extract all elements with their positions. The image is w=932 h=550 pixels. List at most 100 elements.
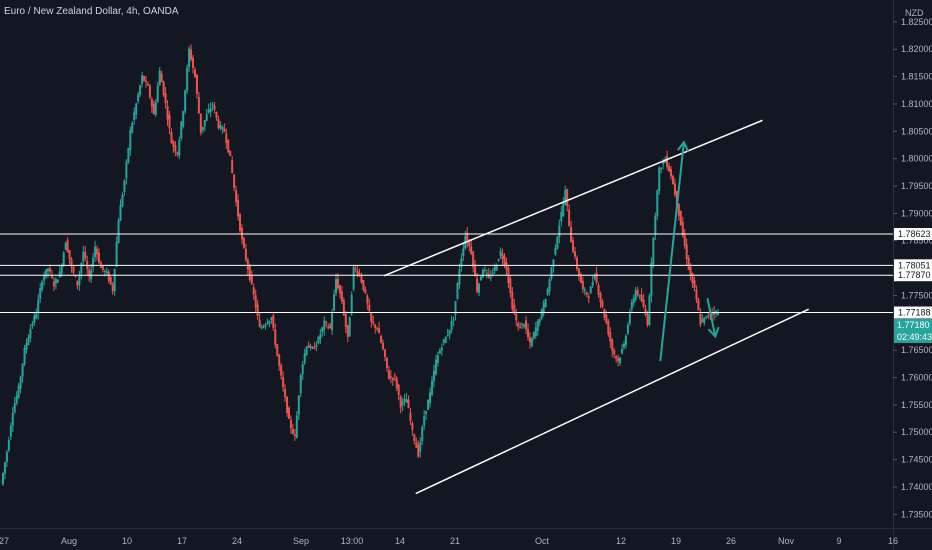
candle-body [297, 395, 300, 415]
candle-body [619, 357, 622, 364]
candle-body [540, 309, 543, 319]
candle-body [160, 73, 163, 83]
candle-body [448, 329, 451, 335]
level-price-label: 1.78623 [898, 229, 931, 239]
candle-body [670, 168, 673, 177]
candle-body [111, 284, 114, 292]
candle-body [646, 315, 649, 326]
candle-body [438, 350, 441, 354]
candle-body [695, 289, 698, 300]
candle-body [431, 380, 434, 395]
candle-body [242, 238, 245, 248]
candle-body [201, 126, 204, 131]
arrow-up-shaft [659, 142, 685, 362]
candle-body [94, 246, 97, 258]
candle-body [413, 434, 416, 442]
y-tick-label: 1.80500 [901, 126, 932, 136]
candle-body [387, 370, 390, 379]
candle-body [174, 145, 177, 152]
candle-body [141, 75, 144, 84]
candle-body [368, 304, 371, 312]
candle-body [321, 327, 324, 333]
candle-body [244, 248, 247, 261]
candle-body [139, 85, 142, 95]
candle-body [615, 356, 618, 359]
candle-body [421, 426, 424, 442]
candle-body [579, 274, 582, 284]
candle-body [450, 321, 453, 330]
candle-body [23, 348, 26, 365]
candle-body [519, 326, 522, 329]
candle-body [197, 97, 200, 114]
candle-body [380, 336, 383, 343]
candle-body [374, 324, 377, 328]
candle-body [607, 321, 610, 334]
candle-body [21, 363, 24, 377]
level-price-label: 1.78051 [898, 260, 931, 270]
candle-body [591, 281, 594, 286]
candle-body [601, 301, 604, 307]
candle-body [689, 267, 692, 275]
candle-body [346, 325, 349, 337]
candle-body [370, 312, 373, 322]
candle-body [691, 273, 694, 284]
candle-body [107, 271, 110, 281]
x-tick-label: Sep [293, 536, 309, 546]
candle-body [432, 370, 435, 382]
candle-body [711, 312, 714, 314]
candle-body [84, 251, 87, 259]
candle-body [342, 300, 345, 316]
x-tick-label: 17 [177, 536, 187, 546]
candle-body [131, 123, 134, 133]
candle-body [429, 392, 432, 404]
channel-upper-line [383, 119, 763, 277]
candle-body [671, 176, 674, 185]
candle-body [378, 328, 381, 334]
candle-body [258, 319, 261, 327]
x-tick-label: 24 [232, 536, 242, 546]
candle-body [117, 220, 120, 244]
candle-body [82, 251, 85, 262]
candle-body [50, 275, 53, 278]
candle-body [133, 112, 136, 120]
candle-body [521, 323, 524, 325]
candle-body [311, 347, 314, 349]
candle-body [340, 291, 343, 302]
candle-body [358, 273, 361, 275]
candle-body [103, 270, 106, 272]
candle-body [109, 276, 112, 285]
candle-body [685, 244, 688, 259]
candle-body [485, 273, 488, 275]
candle-body [329, 324, 332, 328]
candle-body [638, 295, 641, 297]
y-tick-label: 1.79000 [901, 208, 932, 218]
candle-body [350, 294, 353, 314]
candle-body [335, 279, 338, 294]
arrow-up-head [676, 140, 690, 152]
y-tick-label: 1.81000 [901, 99, 932, 109]
candle-body [295, 415, 298, 438]
candle-body [679, 210, 682, 226]
candle-body [436, 355, 439, 364]
candle-body [476, 278, 479, 292]
y-tick-label: 1.80000 [901, 154, 932, 164]
candle-body [64, 242, 67, 251]
y-tick-label: 1.73500 [901, 509, 932, 519]
countdown-label: 02:49:43 [897, 332, 932, 342]
candle-body [597, 285, 600, 295]
candle-body [499, 250, 502, 256]
level-price-tag [894, 259, 932, 272]
candle-body [562, 202, 565, 216]
candle-body [58, 271, 61, 278]
candle-body [1, 472, 4, 485]
candle-body [532, 332, 535, 339]
candle-body [56, 279, 59, 283]
candle-body [180, 121, 183, 139]
candle-body [80, 263, 83, 274]
candle-body [395, 377, 398, 389]
candle-body [581, 280, 584, 289]
candle-body [13, 403, 16, 413]
candle-body [158, 70, 161, 86]
candle-body [127, 148, 130, 163]
candle-body [617, 358, 620, 361]
